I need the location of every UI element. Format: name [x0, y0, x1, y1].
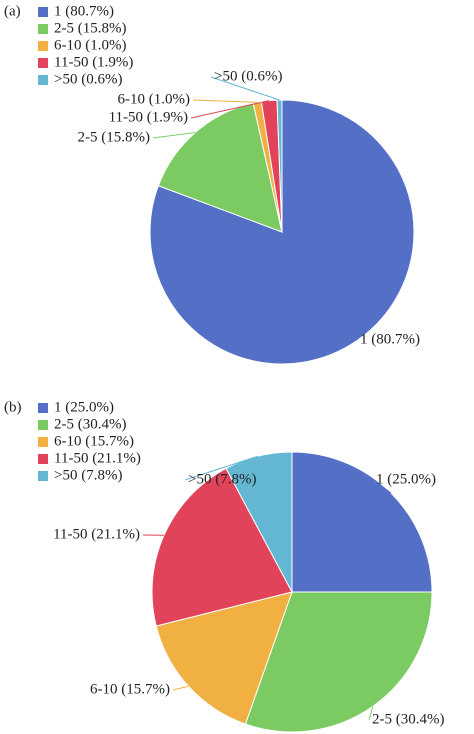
legend-label: 1 (80.7%): [54, 3, 114, 19]
slice-label: 6-10 (15.7%): [90, 681, 170, 697]
panel-label: (a): [4, 3, 21, 19]
pie-slice: [151, 467, 293, 627]
legend-swatch: [38, 403, 48, 413]
legend-label: 11-50 (21.1%): [54, 450, 141, 466]
slice-label: 1 (80.7%): [360, 331, 420, 347]
leader-line: [172, 685, 189, 691]
legend-swatch: [38, 437, 48, 447]
leader-line: [184, 455, 259, 481]
legend-swatch: [38, 41, 48, 51]
pie-slice: [276, 99, 283, 233]
legend-swatch: [38, 420, 48, 430]
legend-label: 2-5 (30.4%): [54, 416, 126, 432]
legend-label: 2-5 (15.8%): [54, 20, 126, 36]
slice-label: 2-5 (15.8%): [78, 129, 150, 145]
leader-line: [210, 76, 280, 101]
leader-line: [152, 131, 196, 139]
legend-label: 1 (25.0%): [54, 399, 114, 415]
legend-label: >50 (0.6%): [54, 71, 122, 87]
slice-label: 2-5 (30.4%): [372, 711, 444, 727]
slice-label: 11-50 (21.1%): [53, 526, 140, 542]
legend-label: 11-50 (1.9%): [54, 54, 133, 70]
legend-swatch: [38, 58, 48, 68]
legend-swatch: [38, 75, 48, 85]
legend-swatch: [38, 471, 48, 481]
leader-line: [372, 479, 392, 494]
slice-label: 6-10 (1.0%): [118, 91, 190, 107]
panel-label: (b): [4, 399, 22, 415]
legend-swatch: [38, 7, 48, 17]
pie-slice: [155, 591, 293, 725]
slice-label: 11-50 (1.9%): [109, 109, 188, 125]
legend-label: 6-10 (1.0%): [54, 37, 126, 53]
slice-label: >50 (7.8%): [188, 471, 256, 487]
leader-line: [192, 99, 258, 103]
slice-label: >50 (0.6%): [214, 68, 282, 84]
legend-swatch: [38, 454, 48, 464]
legend-swatch: [38, 24, 48, 34]
legend-label: 6-10 (15.7%): [54, 433, 134, 449]
legend-label: >50 (7.8%): [54, 467, 122, 483]
slice-label: 1 (25.0%): [376, 471, 436, 487]
leader-line: [368, 706, 374, 721]
leader-line: [190, 100, 270, 119]
